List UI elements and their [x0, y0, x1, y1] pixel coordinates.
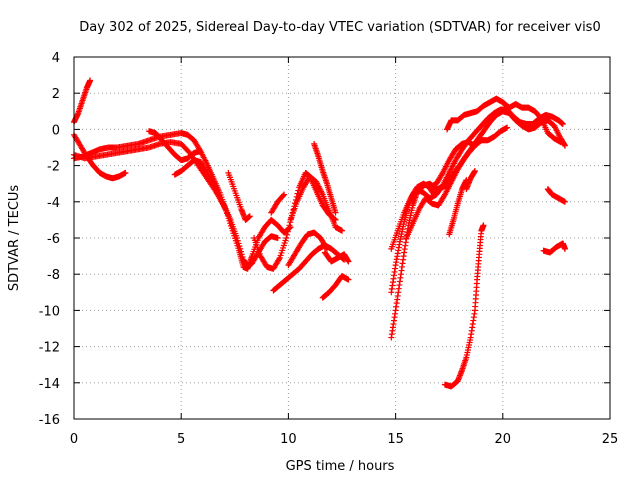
series-track-5: [146, 128, 204, 164]
plus-marker: [504, 124, 511, 131]
plus-marker: [323, 245, 330, 252]
plus-marker: [234, 237, 241, 244]
series-track-26: [544, 186, 568, 205]
series-track-22: [441, 222, 487, 390]
series-track-21: [444, 95, 564, 146]
y-axis-label: SDTVAR / TECUs: [7, 185, 22, 292]
plus-marker: [236, 243, 243, 250]
y-tick-label: -6: [47, 232, 60, 247]
plus-marker: [561, 245, 568, 252]
data-marks: [71, 77, 568, 390]
plus-marker: [332, 209, 339, 216]
chart-title: Day 302 of 2025, Sidereal Day-to-day VTE…: [79, 20, 600, 35]
plus-marker: [561, 198, 568, 205]
plus-marker: [233, 235, 240, 241]
series-track-6: [171, 157, 230, 214]
plus-marker: [223, 207, 230, 214]
x-tick-label: 25: [602, 432, 619, 447]
plus-marker: [557, 139, 564, 146]
plus-marker: [276, 256, 283, 263]
plus-marker: [281, 191, 288, 198]
plus-marker: [237, 248, 244, 255]
y-tick-label: -8: [47, 268, 60, 283]
plus-marker: [444, 182, 451, 189]
plus-marker: [471, 168, 478, 175]
x-axis-label: GPS time / hours: [286, 459, 395, 474]
axis-ticks: [73, 56, 611, 420]
series-track-19: [403, 108, 568, 241]
plus-marker: [122, 169, 129, 176]
x-tick-label: 15: [387, 432, 404, 447]
y-tick-label: 0: [52, 123, 60, 138]
plus-marker: [339, 227, 345, 234]
plus-marker: [561, 142, 568, 149]
plus-marker: [239, 254, 246, 261]
plus-marker: [283, 235, 290, 241]
plus-marker: [323, 244, 330, 251]
series-track-25: [540, 240, 568, 256]
plus-marker: [197, 148, 204, 155]
y-tick-label: -14: [39, 377, 60, 392]
y-tick-labels: -16 -14 -12 -10 -8 -6 -4 -2 0 2 4: [39, 51, 60, 428]
series-track-11: [285, 229, 330, 269]
y-tick-label: -2: [47, 160, 60, 175]
plus-marker: [345, 276, 352, 283]
x-tick-label: 10: [280, 432, 297, 447]
plus-marker: [284, 231, 291, 238]
plus-marker: [237, 245, 244, 252]
series-track-7: [225, 169, 253, 223]
plus-marker: [285, 225, 292, 232]
x-tick-label: 5: [177, 432, 185, 447]
y-tick-label: -10: [39, 304, 60, 319]
series-track-20: [424, 182, 451, 198]
plus-marker: [235, 240, 242, 247]
series-track-18: [388, 139, 478, 252]
series-track-14: [319, 273, 352, 301]
y-tick-label: 4: [52, 51, 60, 66]
series-track-10: [270, 242, 348, 294]
series-track-3: [71, 131, 129, 182]
y-tick-label: -16: [39, 413, 60, 428]
plus-marker: [345, 258, 352, 265]
plus-marker: [238, 251, 245, 258]
y-tick-label: -4: [47, 196, 60, 211]
plus-marker: [280, 192, 287, 199]
plus-marker: [274, 235, 281, 241]
plus-marker: [559, 120, 566, 127]
series-track-15: [321, 249, 352, 265]
series-track-9: [268, 191, 288, 216]
y-tick-label: 2: [52, 87, 60, 102]
plus-marker: [246, 213, 253, 220]
series-track-13: [311, 140, 339, 216]
x-tick-label: 20: [495, 432, 512, 447]
plus-marker: [286, 222, 293, 229]
plus-marker: [480, 222, 487, 229]
plus-marker: [284, 228, 291, 235]
y-tick-label: -12: [39, 341, 60, 356]
x-tick-labels: 0 5 10 15 20 25: [70, 432, 618, 447]
series-track-12: [287, 173, 345, 234]
series-track-24: [463, 168, 478, 193]
x-tick-label: 0: [70, 432, 78, 447]
plus-marker: [87, 77, 94, 84]
